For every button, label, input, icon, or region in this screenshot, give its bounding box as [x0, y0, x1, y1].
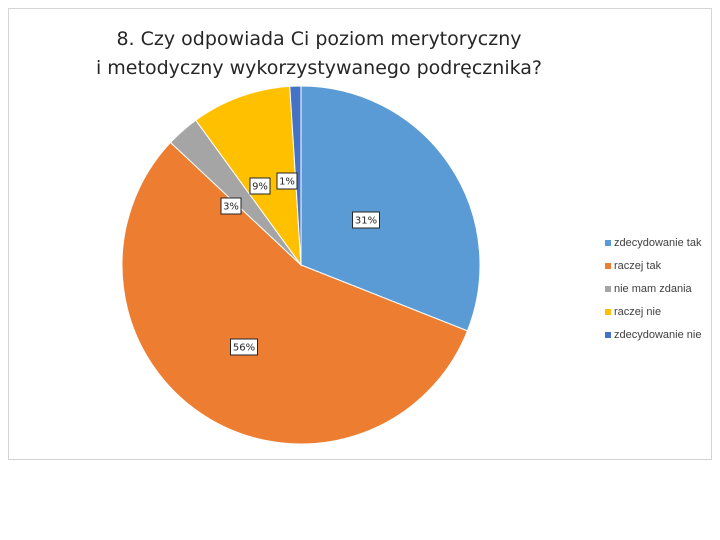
data-label: 9%: [252, 182, 268, 193]
pie-slices: [121, 85, 481, 445]
data-labels: 31% 56% 3% 9% 1%: [220, 172, 380, 356]
data-label: 56%: [233, 343, 255, 354]
data-label: 31%: [355, 216, 377, 227]
legend-label: raczej tak: [614, 259, 662, 272]
legend-label: zdecydowanie tak: [614, 236, 702, 249]
legend-item-raczej-tak: raczej tak: [605, 254, 720, 277]
data-label-box: [230, 338, 258, 356]
data-label-box: [249, 177, 271, 195]
chart-title-line-2: i metodyczny wykorzystywanego podręcznik…: [95, 57, 543, 79]
pie-slice-zdecydowanie-tak: [300, 85, 481, 332]
data-label: 1%: [279, 177, 295, 188]
legend-swatch: [605, 331, 611, 338]
data-label-box: [276, 172, 298, 190]
legend-label: zdecydowanie nie: [614, 328, 702, 341]
legend-item-zdecydowanie-tak: zdecydowanie tak: [605, 231, 720, 254]
chart-title: 8. Czy odpowiada Ci poziom merytoryczny …: [69, 25, 569, 83]
legend-swatch: [605, 285, 611, 292]
legend: zdecydowanie tak raczej tak nie mam zdan…: [605, 231, 720, 346]
legend-swatch: [605, 239, 611, 246]
data-label-box: [220, 197, 242, 215]
pie-slice-raczej-nie: [195, 85, 302, 267]
pie-slice-raczej-tak: [121, 141, 469, 445]
legend-label: raczej nie: [614, 305, 662, 318]
pie-chart: 31% 56% 3% 9% 1%: [121, 85, 481, 445]
chart-area: 8. Czy odpowiada Ci poziom merytoryczny …: [8, 8, 712, 460]
legend-swatch: [605, 262, 611, 269]
legend-item-zdecydowanie-nie: zdecydowanie nie: [605, 323, 720, 346]
legend-label: nie mam zdania: [614, 282, 692, 295]
chart-title-line-1: 8. Czy odpowiada Ci poziom merytoryczny: [116, 28, 522, 50]
data-label: 3%: [223, 202, 239, 213]
data-label-box: [352, 211, 380, 229]
legend-swatch: [605, 308, 611, 315]
legend-item-nie-mam-zdania: nie mam zdania: [605, 277, 720, 300]
legend-item-raczej-nie: raczej nie: [605, 300, 720, 323]
